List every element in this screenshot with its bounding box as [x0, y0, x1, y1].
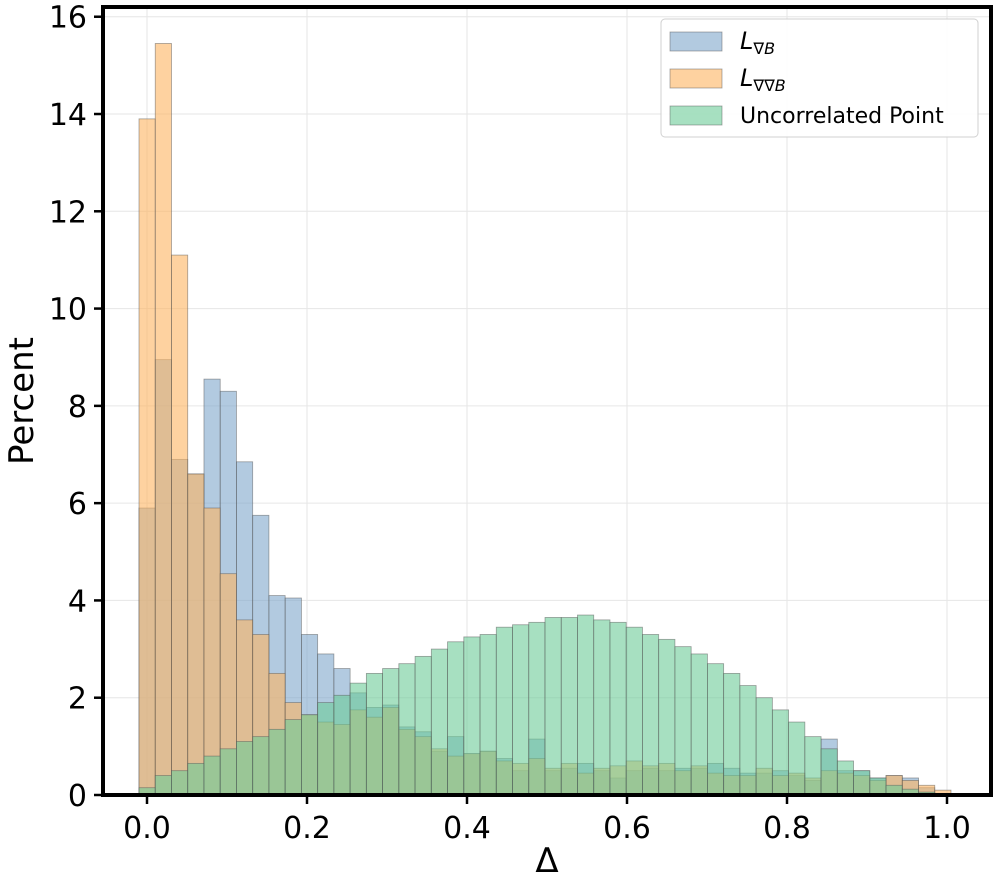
histogram-bar — [739, 685, 757, 796]
histogram-bar — [463, 636, 481, 796]
histogram-bar — [154, 775, 172, 796]
legend-swatch — [669, 31, 723, 52]
histogram-bar — [268, 728, 286, 796]
histogram-bar — [820, 748, 838, 796]
legend-label: L∇∇B — [740, 64, 786, 95]
histogram-bar — [528, 621, 546, 796]
histogram-bar — [300, 714, 319, 796]
histogram-bar — [284, 719, 302, 796]
histogram-bar — [674, 646, 692, 796]
y-tick-label: 2 — [68, 682, 87, 717]
histogram-bar — [512, 624, 530, 796]
histogram-bar — [430, 648, 448, 796]
histogram-bar — [577, 614, 595, 796]
legend: L∇B L∇∇B Uncorrelated Point — [660, 18, 979, 138]
legend-box — [660, 18, 979, 138]
histogram-bar — [317, 702, 335, 796]
y-tick-label: 16 — [49, 1, 87, 36]
histogram-bar — [187, 473, 205, 796]
histogram-bar — [333, 694, 351, 796]
histogram-bar — [609, 621, 627, 796]
histogram-bar — [804, 736, 822, 796]
histogram-bar — [187, 762, 205, 796]
legend-label: Uncorrelated Point — [740, 104, 944, 129]
histogram-bar — [771, 709, 789, 796]
histogram-bar — [560, 617, 578, 796]
histogram-bar — [495, 626, 513, 796]
histogram-bar — [869, 777, 887, 796]
histogram-bar — [479, 634, 497, 796]
histogram-bar — [382, 668, 400, 796]
y-tick-label: 12 — [49, 195, 87, 230]
histogram-bar — [625, 626, 643, 796]
y-tick-label: 10 — [49, 293, 87, 328]
x-tick-label: 0.6 — [603, 811, 651, 846]
y-tick-label: 8 — [68, 390, 87, 425]
series-2-bars — [138, 614, 952, 796]
histogram-bar — [690, 653, 708, 796]
histogram-bar — [544, 617, 562, 796]
y-tick-label: 6 — [68, 487, 87, 522]
histogram-bar — [788, 721, 806, 796]
legend-swatch — [669, 68, 723, 89]
histogram-bar — [171, 254, 189, 796]
plot-frame — [101, 5, 993, 797]
histogram-bar — [138, 118, 156, 796]
histogram-bar — [252, 736, 270, 796]
histogram-bar — [707, 663, 725, 796]
histogram-bar — [236, 741, 254, 796]
histogram-bar — [171, 770, 189, 796]
histogram-bar — [642, 634, 660, 796]
legend-swatch — [669, 105, 723, 126]
y-axis-title: Percent — [2, 337, 42, 465]
histogram-bar — [203, 755, 221, 796]
histogram-bar — [836, 760, 854, 796]
histogram-bar — [365, 672, 383, 796]
histogram-bar — [154, 43, 172, 796]
histogram-bar — [723, 672, 741, 796]
histogram-bar — [349, 682, 367, 796]
y-tick-label: 4 — [68, 584, 87, 619]
histogram-bar — [203, 507, 221, 796]
histogram-bar — [398, 663, 416, 796]
histogram-bars — [138, 43, 952, 796]
axes: 0.0 0.2 0.4 0.6 0.8 1.0 0 2 4 6 8 10 12 14 16 — [49, 1, 993, 846]
x-tick-label: 0.8 — [763, 811, 811, 846]
x-tick-label: 0.0 — [123, 811, 171, 846]
histogram-bar — [447, 641, 465, 796]
histogram-bar — [593, 619, 611, 796]
histogram-bar — [755, 697, 773, 796]
x-axis-title: Δ — [535, 841, 558, 881]
histogram-bar — [414, 655, 432, 796]
x-tick-label: 0.4 — [443, 811, 491, 846]
x-tick-label: 0.2 — [283, 811, 331, 846]
x-tick-label: 1.0 — [923, 811, 971, 846]
legend-label: L∇B — [740, 27, 775, 58]
histogram-bar — [658, 638, 676, 796]
y-tick-label: 14 — [49, 98, 87, 133]
histogram-bar — [219, 748, 237, 796]
histogram-bar — [853, 770, 871, 796]
y-tick-label: 0 — [68, 779, 87, 814]
